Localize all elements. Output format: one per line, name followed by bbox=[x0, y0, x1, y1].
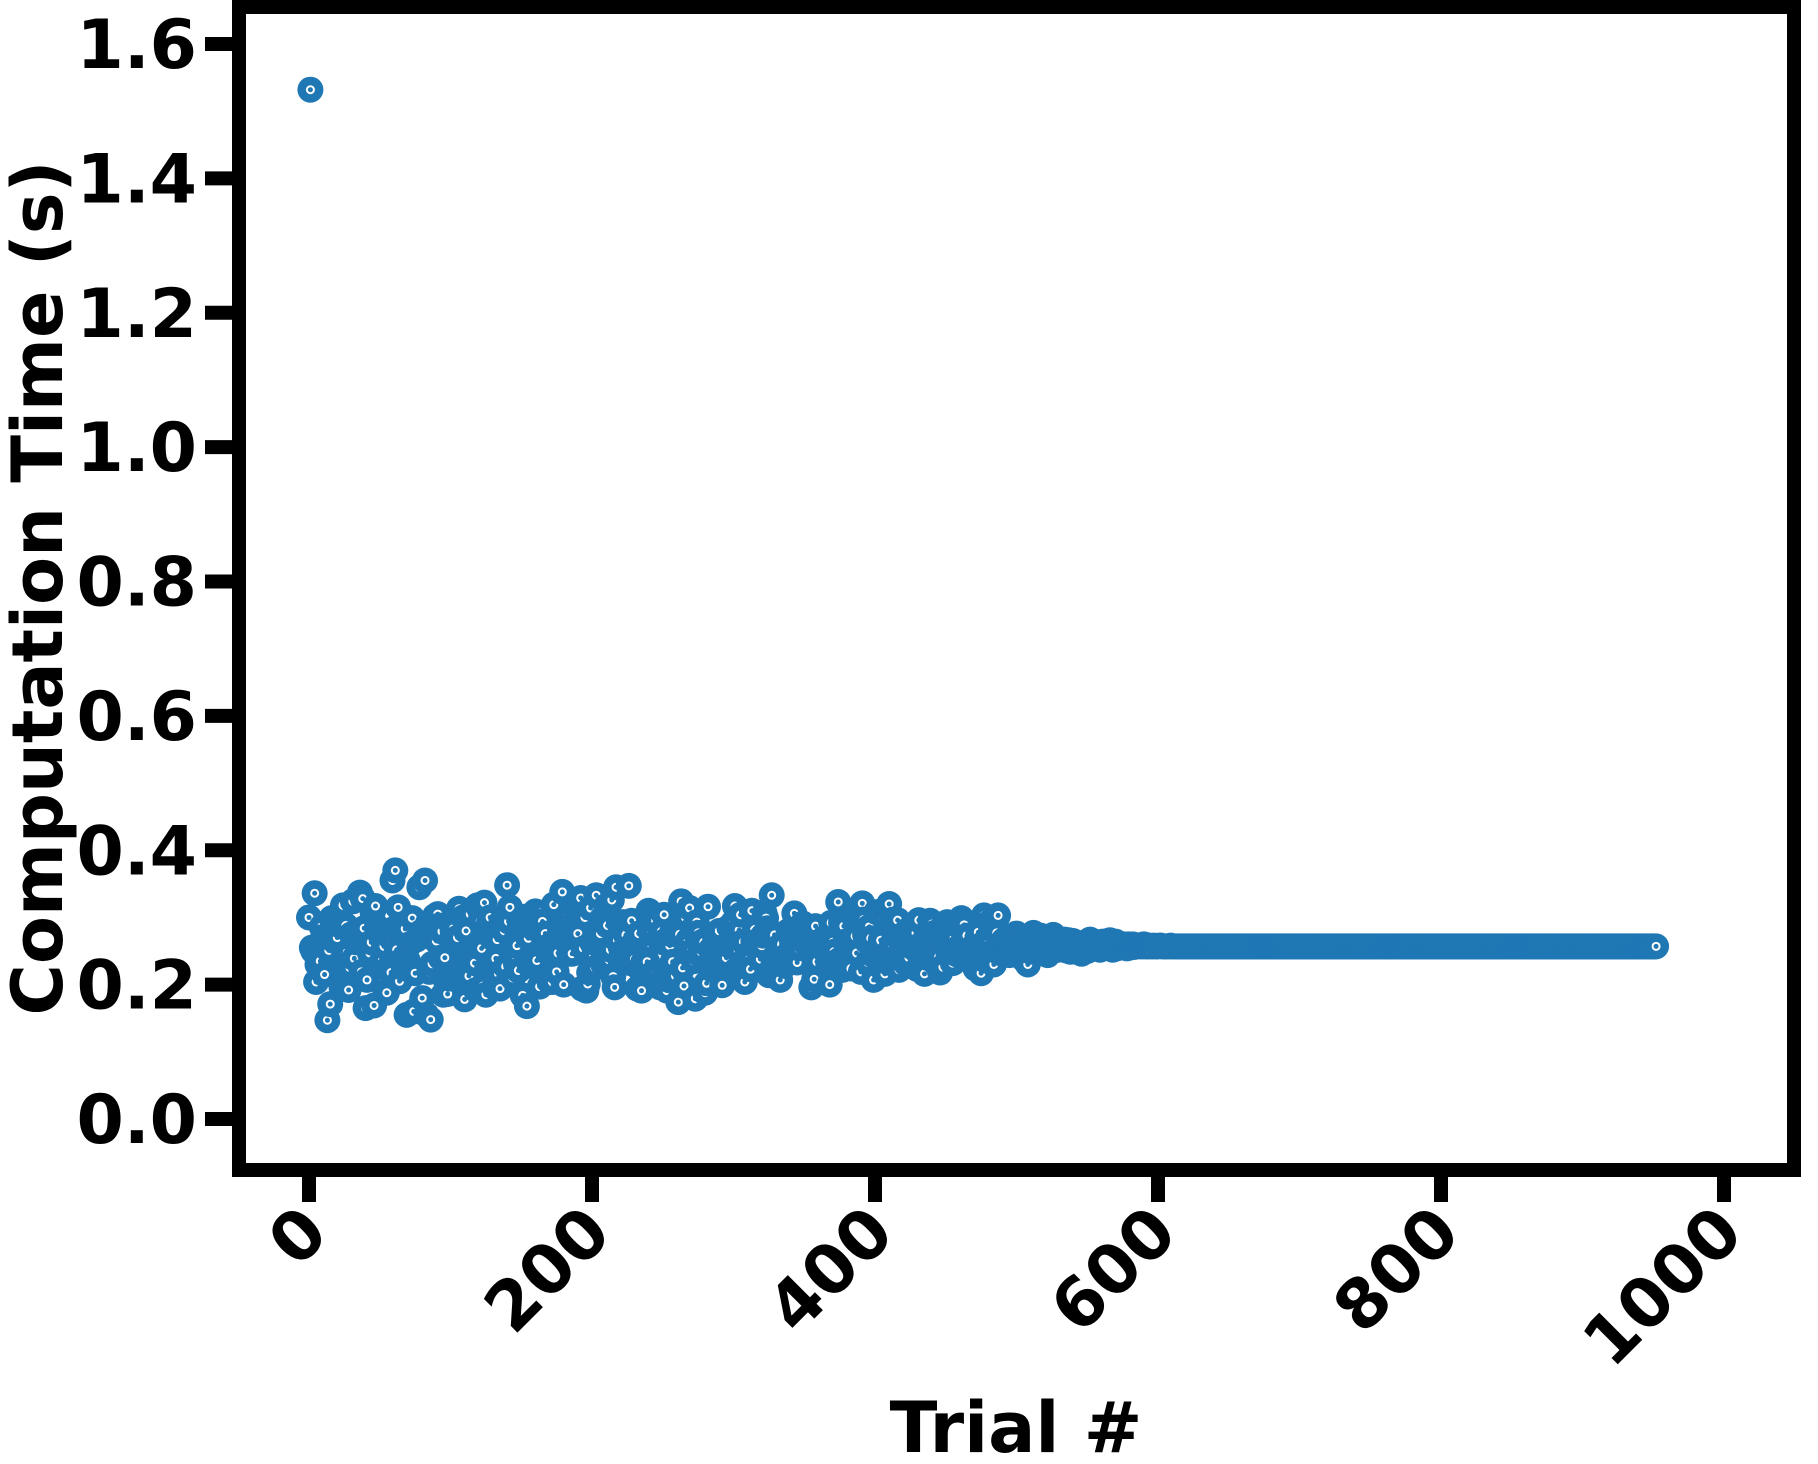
x-tick-label: 0 bbox=[254, 1192, 343, 1281]
data-point bbox=[417, 1006, 444, 1033]
data-point bbox=[494, 872, 521, 899]
y-tick-label: 1.4 bbox=[77, 140, 197, 219]
data-point bbox=[362, 893, 389, 920]
data-point bbox=[513, 993, 540, 1020]
x-tick-label: 200 bbox=[470, 1192, 626, 1348]
y-tick-label: 0.6 bbox=[77, 678, 197, 757]
x-tick-label: 600 bbox=[1036, 1192, 1192, 1348]
data-point bbox=[695, 893, 722, 920]
data-point bbox=[301, 880, 328, 907]
data-points bbox=[296, 76, 1670, 1034]
data-point bbox=[601, 974, 628, 1001]
y-tick-label: 0.2 bbox=[77, 947, 197, 1026]
data-point bbox=[412, 867, 439, 894]
y-tick-label: 1.2 bbox=[77, 275, 197, 354]
y-tick-label: 0.0 bbox=[77, 1081, 197, 1160]
y-axis-ticks: 0.0 0.2 0.4 0.6 0.8 1.0 1.2 1.4 1.6 bbox=[77, 6, 239, 1160]
data-point bbox=[758, 882, 785, 909]
x-tick-label: 1000 bbox=[1568, 1192, 1758, 1382]
y-tick-label: 0.4 bbox=[77, 812, 197, 891]
x-axis-label: Trial # bbox=[890, 1387, 1143, 1464]
data-point bbox=[1643, 933, 1670, 960]
x-tick-label: 800 bbox=[1319, 1192, 1475, 1348]
y-axis-label: Computation Time (s) bbox=[0, 161, 79, 1016]
data-point bbox=[382, 857, 409, 884]
data-point bbox=[297, 76, 324, 103]
x-tick-label: 400 bbox=[753, 1192, 909, 1348]
data-point bbox=[615, 872, 642, 899]
x-axis-ticks: 0 200 400 600 800 1000 bbox=[254, 1170, 1758, 1382]
data-point bbox=[985, 902, 1012, 929]
y-tick-label: 1.0 bbox=[77, 409, 197, 488]
y-tick-label: 0.8 bbox=[77, 544, 197, 623]
y-tick-label: 1.6 bbox=[77, 6, 197, 85]
